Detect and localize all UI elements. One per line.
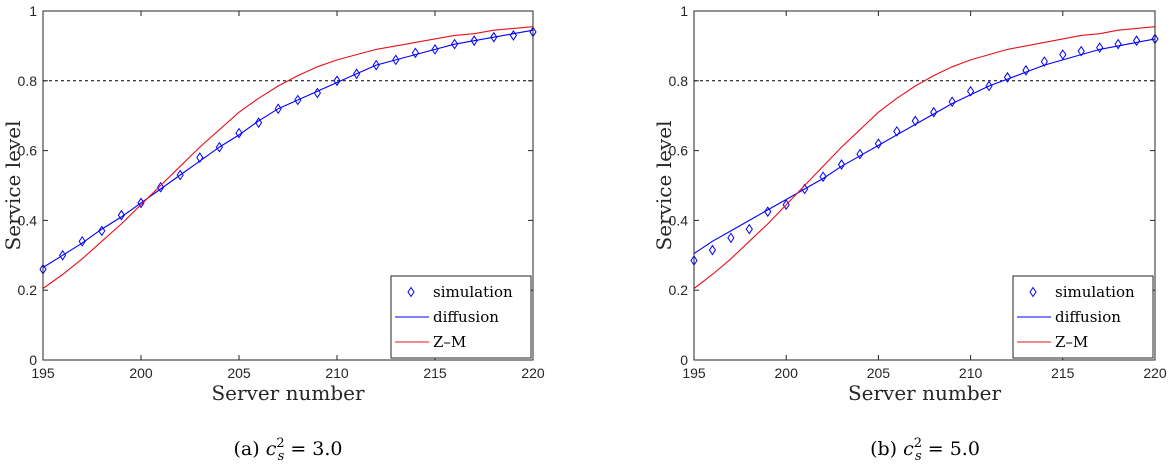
simulation-point	[490, 31, 498, 43]
series-line-diffusion	[42, 29, 534, 268]
simulation-point	[313, 87, 322, 99]
legend-label: diffusion	[1055, 308, 1121, 326]
simulation-point	[450, 38, 459, 50]
legend-label: Z–M	[1055, 333, 1088, 351]
x-tick-label: 210	[325, 365, 349, 381]
simulation-point	[764, 206, 772, 218]
x-axis-label: Server number	[211, 381, 365, 405]
simulation-point	[98, 225, 106, 237]
simulation-point	[819, 171, 827, 183]
y-tick-label: 0.8	[669, 73, 689, 89]
simulation-point	[837, 159, 846, 170]
series-line-zm	[693, 26, 1156, 289]
simulation-point	[431, 43, 439, 55]
y-tick-label: 0.4	[18, 212, 38, 228]
simulation-point	[985, 80, 993, 92]
simulation-point	[196, 152, 204, 163]
simulation-point	[1132, 35, 1141, 47]
y-axis-label: Service level	[1, 121, 25, 251]
simulation-point	[874, 138, 883, 150]
legend: simulation diffusion Z–M	[1012, 275, 1154, 359]
simulation-point	[294, 94, 302, 106]
simulation-point	[1003, 71, 1012, 83]
simulation-point	[1059, 49, 1067, 61]
y-tick-label: 0.2	[669, 282, 689, 298]
x-tick-label: 215	[1051, 365, 1075, 381]
series-line-zm	[42, 26, 534, 289]
axes-box	[693, 10, 1156, 361]
panel-caption: (a) c2 s = 3.0	[233, 436, 342, 464]
y-tick-label: 0	[29, 352, 37, 368]
legend-label: simulation	[1055, 283, 1135, 301]
y-tick-label: 0	[680, 352, 688, 368]
legend-marker-simulation	[1029, 286, 1037, 298]
simulation-point	[911, 115, 919, 127]
y-tick-label: 0.6	[669, 143, 689, 159]
y-tick-label: 0.4	[669, 212, 689, 228]
x-tick-label: 220	[1143, 365, 1167, 381]
series-line-diffusion	[693, 38, 1156, 255]
y-tick-label: 0.6	[18, 143, 38, 159]
simulation-point	[966, 85, 975, 97]
axes-box	[42, 10, 534, 361]
y-axis-label: Service level	[652, 121, 676, 251]
simulation-point	[893, 126, 901, 137]
y-tick-label: 0.8	[18, 73, 38, 89]
legend-label: simulation	[433, 283, 513, 301]
simulation-point	[745, 223, 753, 235]
x-tick-label: 205	[867, 365, 891, 381]
simulation-point	[254, 117, 263, 129]
simulation-point	[1077, 45, 1085, 57]
legend-label: Z–M	[433, 333, 466, 351]
simulation-point	[708, 244, 717, 256]
chart-panel-b: 195 200 205 210 215 220 0 0.2 0.4 0.6 0.8 1 Server n…	[652, 3, 1167, 464]
x-tick-label: 200	[129, 365, 153, 381]
x-tick-label: 205	[227, 365, 251, 381]
simulation-point	[156, 181, 165, 193]
simulation-point	[948, 96, 956, 108]
x-tick-label: 215	[423, 365, 447, 381]
simulation-point	[470, 35, 478, 47]
simulation-point	[727, 232, 735, 244]
simulation-point	[78, 235, 86, 247]
simulation-point	[1114, 38, 1122, 50]
y-tick-label: 1	[29, 3, 37, 19]
x-tick-label: 195	[31, 365, 55, 381]
simulation-point	[372, 59, 380, 71]
y-tick-label: 0.2	[18, 282, 38, 298]
simulation-point	[930, 106, 938, 118]
y-tick-label: 1	[680, 3, 688, 19]
simulation-point	[117, 209, 126, 221]
chart-panel-a: 195 200 205 210 215 220 0 0.2 0.4 0.6 0.8 1 Server n…	[1, 3, 545, 464]
simulation-point	[235, 127, 243, 139]
simulation-point	[392, 54, 400, 66]
x-tick-label: 220	[521, 365, 545, 381]
panel-caption: (b) c2 s = 5.0	[870, 436, 980, 464]
x-axis-label: Server number	[848, 381, 1002, 405]
simulation-point	[1040, 56, 1048, 68]
simulation-point	[1096, 42, 1104, 54]
simulation-point	[856, 148, 864, 160]
legend-marker-simulation	[407, 286, 415, 298]
legend-label: diffusion	[433, 308, 499, 326]
simulation-point	[333, 75, 341, 87]
x-tick-label: 195	[682, 365, 706, 381]
simulation-point	[411, 47, 420, 59]
x-tick-label: 200	[775, 365, 799, 381]
x-tick-label: 210	[959, 365, 983, 381]
legend: simulation diffusion Z–M	[390, 275, 532, 359]
simulation-point	[1022, 64, 1030, 76]
